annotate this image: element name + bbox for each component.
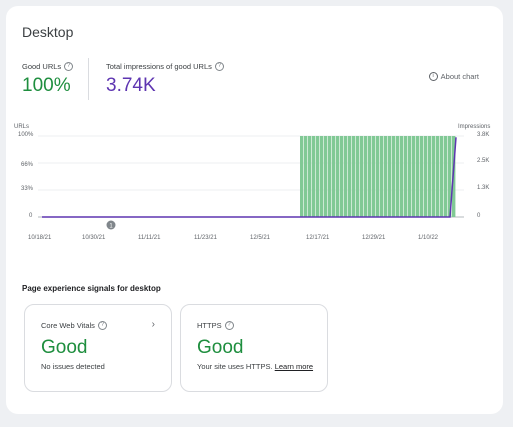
- right-axis-title: Impressions: [458, 124, 491, 130]
- urls-bar[interactable]: [400, 136, 404, 217]
- urls-impressions-chart: 1: [38, 135, 464, 230]
- urls-bar[interactable]: [376, 136, 380, 217]
- tile-description: Your site uses HTTPS. Learn more: [197, 362, 314, 371]
- urls-bar[interactable]: [396, 136, 400, 217]
- left-tick: 0: [29, 213, 33, 219]
- good-urls-label: Good URLs ?: [22, 62, 74, 71]
- tile-description: No issues detected: [41, 362, 105, 371]
- desktop-report-card: Desktop Good URLs ? 100% Total impressio…: [6, 6, 503, 414]
- help-icon[interactable]: ?: [64, 62, 74, 71]
- urls-bar[interactable]: [312, 136, 316, 217]
- urls-bar[interactable]: [308, 136, 312, 217]
- urls-bar[interactable]: [448, 136, 452, 217]
- help-icon[interactable]: ?: [97, 321, 107, 330]
- x-tick-label: 1/10/22: [418, 235, 439, 241]
- urls-bar[interactable]: [340, 136, 344, 217]
- chevron-right-icon[interactable]: ›: [151, 319, 155, 330]
- urls-bar[interactable]: [304, 136, 308, 217]
- left-tick: 66%: [21, 162, 34, 168]
- https-tile[interactable]: HTTPS ? Good Your site uses HTTPS. Learn…: [180, 304, 328, 392]
- urls-bar[interactable]: [300, 136, 304, 217]
- learn-more-link[interactable]: Learn more: [274, 362, 314, 371]
- urls-bar[interactable]: [336, 136, 340, 217]
- help-icon[interactable]: ?: [214, 62, 224, 71]
- annotation-marker-label: 1: [109, 224, 113, 230]
- urls-bar[interactable]: [328, 136, 332, 217]
- right-tick: 1.3K: [477, 185, 490, 191]
- help-icon[interactable]: ?: [224, 321, 234, 330]
- urls-bar[interactable]: [444, 136, 448, 217]
- tile-label: Core Web Vitals ?: [41, 321, 107, 330]
- urls-bar[interactable]: [412, 136, 416, 217]
- x-tick-label: 10/18/21: [28, 235, 52, 241]
- urls-bar[interactable]: [388, 136, 392, 217]
- status-good: Good: [41, 337, 88, 358]
- urls-bar[interactable]: [404, 136, 408, 217]
- urls-bar[interactable]: [428, 136, 432, 217]
- annotation-marker[interactable]: [106, 220, 116, 230]
- x-tick-label: 11/23/21: [194, 235, 217, 241]
- urls-bar[interactable]: [424, 136, 428, 217]
- core-web-vitals-tile[interactable]: Core Web Vitals ? › Good No issues detec…: [24, 304, 172, 392]
- urls-bar[interactable]: [320, 136, 324, 217]
- urls-bar[interactable]: [324, 136, 328, 217]
- x-tick-label: 12/17/21: [306, 235, 330, 241]
- metric-divider: [88, 58, 89, 100]
- urls-bar[interactable]: [352, 136, 356, 217]
- urls-bar[interactable]: [368, 136, 372, 217]
- urls-bar[interactable]: [380, 136, 384, 217]
- urls-bar[interactable]: [436, 136, 440, 217]
- x-tick-label: 12/29/21: [362, 235, 386, 241]
- urls-bar[interactable]: [408, 136, 412, 217]
- urls-bar[interactable]: [348, 136, 352, 217]
- urls-bar[interactable]: [420, 136, 424, 217]
- right-tick: 3.8K: [477, 132, 490, 138]
- urls-bar[interactable]: [360, 136, 364, 217]
- about-chart-link[interactable]: i About chart: [428, 72, 479, 81]
- left-axis-title: URLs: [14, 124, 30, 130]
- right-tick: 2.5K: [477, 158, 490, 164]
- urls-bar[interactable]: [344, 136, 348, 217]
- impressions-value: 3.74K: [106, 75, 156, 96]
- x-tick-label: 10/30/21: [82, 235, 106, 241]
- urls-bar[interactable]: [356, 136, 360, 217]
- tile-label: HTTPS ?: [197, 321, 234, 330]
- urls-bar[interactable]: [332, 136, 336, 217]
- left-tick: 100%: [18, 132, 34, 138]
- section-title: Page experience signals for desktop: [22, 284, 161, 293]
- urls-bar[interactable]: [316, 136, 320, 217]
- good-urls-value: 100%: [22, 75, 71, 96]
- urls-bar[interactable]: [432, 136, 436, 217]
- x-tick-label: 11/11/21: [138, 235, 161, 241]
- urls-bar[interactable]: [372, 136, 376, 217]
- urls-bar[interactable]: [440, 136, 444, 217]
- info-icon: i: [428, 72, 438, 81]
- urls-bar[interactable]: [384, 136, 388, 217]
- impressions-label: Total impressions of good URLs ?: [106, 62, 224, 71]
- urls-bar[interactable]: [392, 136, 396, 217]
- left-tick: 33%: [21, 186, 34, 192]
- right-tick: 0: [477, 213, 481, 219]
- page-title: Desktop: [22, 24, 74, 40]
- x-tick-label: 12/5/21: [250, 235, 271, 241]
- urls-bar[interactable]: [364, 136, 368, 217]
- status-good: Good: [197, 337, 244, 358]
- urls-bar[interactable]: [416, 136, 420, 217]
- impressions-line[interactable]: [42, 137, 457, 218]
